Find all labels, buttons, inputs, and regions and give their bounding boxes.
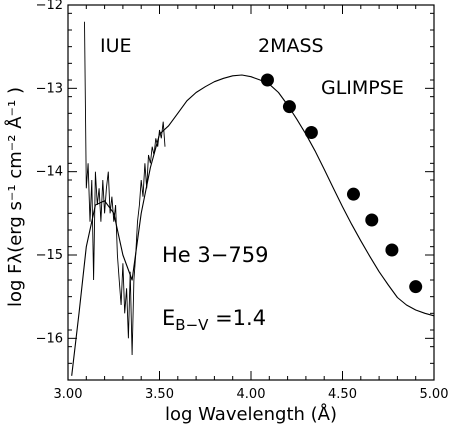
reddening-subscript: B−V <box>175 316 209 334</box>
x-axis-label: log Wavelength (Å) <box>165 403 337 425</box>
y-axis-label: log Fλ(erg s⁻¹ cm⁻² Å⁻¹ ) <box>4 87 26 307</box>
photometry-point <box>409 280 423 294</box>
y-tick-label: −15 <box>36 248 63 263</box>
photometry-point <box>304 126 318 139</box>
axis-ticks <box>67 4 435 381</box>
photometry-point <box>385 243 399 257</box>
axis-tick-labels: 3.00 3.50 4.00 4.50 5.00 −12 −13 −14 −15 −16 <box>36 0 449 402</box>
star-name-label: He 3−759 <box>162 243 268 267</box>
twomass-label: 2MASS <box>258 35 324 57</box>
model-sed-curve <box>71 74 435 376</box>
y-tick-label: −12 <box>36 0 63 13</box>
photometry-point <box>365 213 379 227</box>
reddening-e: E <box>162 306 175 330</box>
iue-spectrum <box>84 21 166 356</box>
y-tick-label: −16 <box>36 331 63 346</box>
data-marks <box>71 21 435 376</box>
x-tick-label: 5.00 <box>420 387 449 402</box>
photometry-point <box>346 187 360 201</box>
y-tick-label: −14 <box>36 165 63 180</box>
photometry-point <box>260 73 274 87</box>
reddening-value: =1.4 <box>208 306 266 330</box>
x-tick-label: 3.50 <box>145 387 174 402</box>
y-tick-label: −13 <box>36 81 63 96</box>
iue-label: IUE <box>100 35 132 57</box>
x-tick-label: 3.00 <box>54 387 83 402</box>
glimpse-label: GLIMPSE <box>321 77 404 99</box>
reddening-label: EB−V =1.4 <box>162 306 266 334</box>
x-tick-label: 4.00 <box>237 387 266 402</box>
photometry-point <box>282 100 296 114</box>
x-tick-label: 4.50 <box>328 387 357 402</box>
